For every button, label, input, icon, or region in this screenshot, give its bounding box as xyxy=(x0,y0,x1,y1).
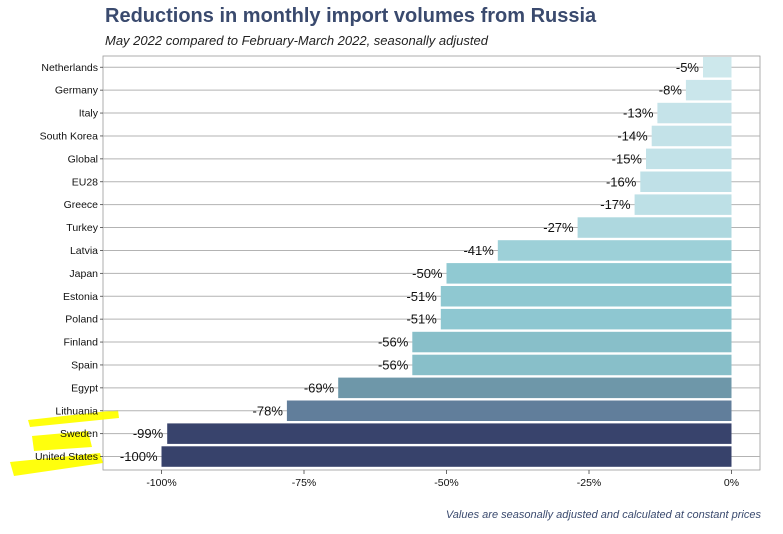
bar xyxy=(646,148,732,170)
chart-title: Reductions in monthly import volumes fro… xyxy=(105,5,597,27)
x-tick-label: 0% xyxy=(724,477,739,489)
data-label: -56% xyxy=(378,335,409,350)
bar xyxy=(412,331,732,353)
bar xyxy=(412,354,732,376)
bar xyxy=(338,377,732,399)
bar xyxy=(577,217,732,238)
x-tick-label: -25% xyxy=(577,477,602,489)
y-tick-label: Egypt xyxy=(71,382,98,394)
highlight-sweden xyxy=(32,431,92,451)
y-tick-label: Global xyxy=(68,153,98,165)
y-tick-label: United States xyxy=(35,451,98,463)
bar xyxy=(634,194,732,215)
bar xyxy=(657,102,732,124)
y-tick-label: Spain xyxy=(71,359,98,371)
y-tick-label: Finland xyxy=(64,337,99,349)
data-label: -41% xyxy=(463,243,494,258)
bar xyxy=(497,240,732,261)
data-label: -69% xyxy=(304,380,335,395)
y-tick-label: Japan xyxy=(69,268,98,280)
data-label: -27% xyxy=(543,220,574,235)
y-tick-label: Sweden xyxy=(60,428,98,440)
data-label: -51% xyxy=(406,312,437,327)
data-label: -99% xyxy=(133,426,164,441)
data-label: -51% xyxy=(406,289,437,304)
bar xyxy=(685,79,732,101)
y-tick-label: Greece xyxy=(64,199,99,211)
data-label: -17% xyxy=(600,197,631,212)
data-label: -5% xyxy=(676,60,700,75)
y-tick-label: Italy xyxy=(79,108,99,120)
bar xyxy=(446,263,732,284)
y-tick-label: EU28 xyxy=(72,176,98,188)
y-tick-label: Poland xyxy=(65,314,98,326)
bar xyxy=(651,125,732,147)
data-label: -13% xyxy=(623,106,654,121)
data-label: -16% xyxy=(606,174,637,189)
bar xyxy=(440,308,732,330)
bar xyxy=(286,400,732,421)
data-label: -14% xyxy=(617,128,648,143)
x-tick-label: -100% xyxy=(146,477,176,489)
data-label: -8% xyxy=(659,83,683,98)
data-label: -15% xyxy=(612,151,643,166)
bar xyxy=(640,171,732,192)
data-label: -100% xyxy=(120,449,158,464)
bar xyxy=(440,286,732,307)
bar xyxy=(167,423,732,444)
data-label: -56% xyxy=(378,357,409,372)
chart-subtitle: May 2022 compared to February-March 2022… xyxy=(105,33,488,48)
bar xyxy=(161,446,732,467)
highlight-lithuania xyxy=(28,410,119,427)
bar xyxy=(703,57,732,78)
data-label: -78% xyxy=(253,403,284,418)
y-tick-label: Turkey xyxy=(66,222,98,234)
y-tick-label: Germany xyxy=(55,85,99,97)
y-tick-label: Estonia xyxy=(63,291,98,303)
y-tick-label: South Korea xyxy=(40,130,99,142)
y-tick-label: Lithuania xyxy=(55,405,98,417)
plot-panel xyxy=(102,55,761,471)
data-label: -50% xyxy=(412,266,443,281)
y-tick-label: Netherlands xyxy=(41,62,98,74)
highlight-united-states xyxy=(10,453,103,476)
chart-caption: Values are seasonally adjusted and calcu… xyxy=(445,509,761,521)
x-tick-label: -50% xyxy=(434,477,459,489)
y-tick-label: Latvia xyxy=(70,245,98,257)
x-tick-label: -75% xyxy=(292,477,317,489)
